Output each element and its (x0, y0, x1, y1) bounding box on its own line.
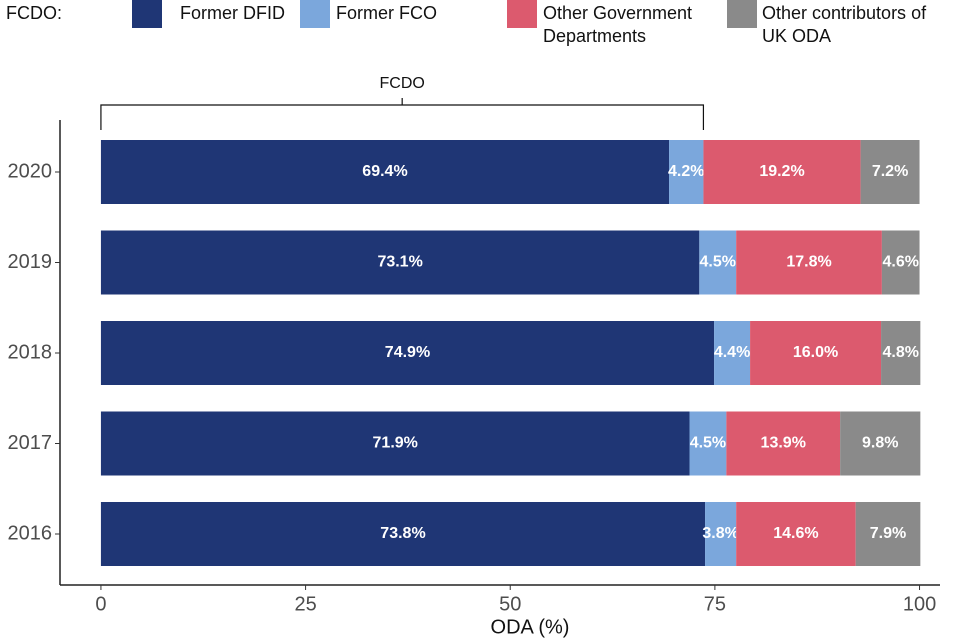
value-label: 7.9% (870, 525, 906, 542)
y-tick-label: 2017 (8, 432, 53, 454)
bar-segment (840, 411, 921, 476)
value-label: 4.8% (882, 344, 918, 361)
bar-segment (100, 321, 715, 385)
legend-swatch (300, 0, 330, 28)
legend-label: Other Government Departments (543, 3, 693, 46)
bar-segment (750, 321, 882, 385)
value-label: 4.2% (668, 163, 704, 180)
bar-segment (881, 230, 920, 295)
value-label: 3.8% (702, 525, 738, 542)
bar-segment (100, 230, 700, 295)
bracket (100, 98, 705, 130)
annotation: FCDO (380, 75, 425, 92)
bar-segment (736, 230, 882, 295)
legend-label: Former DFID (180, 3, 285, 23)
bar-segment (100, 140, 670, 204)
bar-segment (669, 140, 704, 204)
value-label: 69.4% (362, 163, 407, 180)
legend-label: Other contributors of UK ODA (762, 3, 927, 46)
x-tick-label: 25 (294, 593, 316, 615)
legend-swatch (132, 0, 162, 28)
value-label: 9.8% (862, 435, 898, 452)
value-label: 17.8% (786, 254, 831, 271)
value-label: 4.4% (714, 344, 750, 361)
value-label: 4.6% (882, 254, 918, 271)
x-tick-label: 75 (704, 593, 726, 615)
value-label: 73.8% (380, 525, 425, 542)
value-label: 19.2% (759, 163, 804, 180)
legend-label: Former FCO (336, 3, 437, 23)
value-label: 71.9% (373, 435, 418, 452)
value-label: 4.5% (700, 254, 736, 271)
legend-swatch (727, 0, 757, 28)
bar-segment (855, 502, 921, 566)
value-label: 14.6% (773, 525, 818, 542)
legend-title: FCDO: (6, 3, 62, 23)
bar-segment (689, 411, 727, 476)
bar-segment (703, 140, 861, 204)
bar-segment (736, 502, 856, 566)
y-tick-label: 2018 (8, 341, 53, 363)
y-tick-label: 2020 (8, 160, 53, 182)
x-axis-label: ODA (%) (491, 616, 570, 638)
x-tick-label: 100 (903, 593, 936, 615)
bar-segment (714, 321, 751, 385)
bar-segment (100, 411, 690, 476)
value-label: 73.1% (377, 254, 422, 271)
y-tick-label: 2016 (8, 522, 53, 544)
bar-segment (699, 230, 737, 295)
x-tick-label: 0 (95, 593, 106, 615)
value-label: 74.9% (385, 344, 430, 361)
value-label: 13.9% (761, 435, 806, 452)
value-label: 7.2% (872, 163, 908, 180)
bar-segment (100, 502, 706, 566)
value-label: 4.5% (690, 435, 726, 452)
x-tick-label: 50 (499, 593, 521, 615)
legend-swatch (507, 0, 537, 28)
bar-segment (726, 411, 841, 476)
bar-segment (860, 140, 920, 204)
y-tick-label: 2019 (8, 251, 53, 273)
value-label: 16.0% (793, 344, 838, 361)
bar-segment (705, 502, 737, 566)
bar-segment (881, 321, 921, 385)
